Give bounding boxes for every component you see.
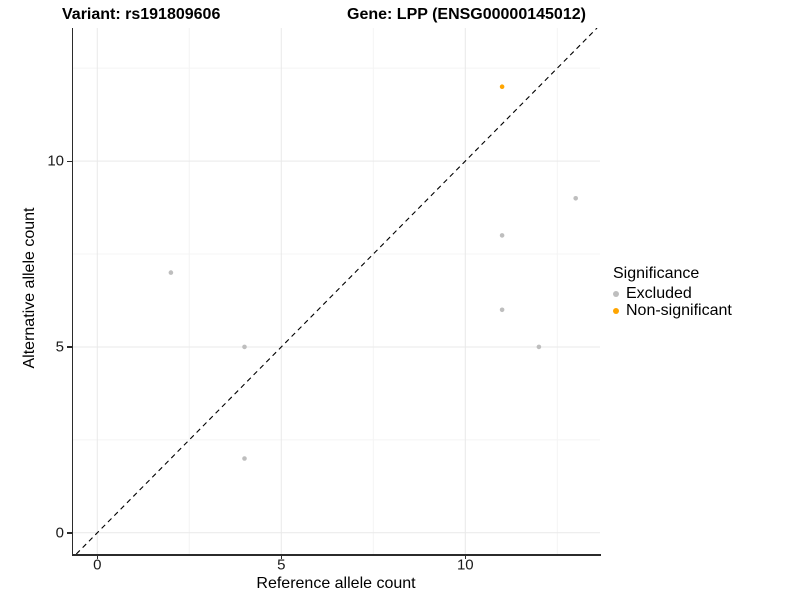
data-point-excluded [499, 307, 505, 313]
x-axis-label: Reference allele count [256, 575, 416, 592]
y-tick-mark [67, 532, 72, 534]
y-tick-label: 5 [55, 338, 64, 356]
x-tick-label: 10 [456, 556, 474, 574]
y-tick-label: 0 [55, 524, 64, 542]
plot-title-variant: Variant: rs191809606 [62, 6, 221, 23]
legend-item-label: Excluded [626, 285, 692, 302]
data-point-excluded [573, 196, 578, 201]
data-point-excluded [536, 344, 542, 350]
data-point-non-significant [499, 84, 505, 89]
data-point-excluded [242, 456, 247, 461]
y-tick-mark [67, 346, 72, 348]
y-tick-label: 10 [47, 152, 64, 170]
x-axis-line [71, 554, 601, 556]
y-axis-line [71, 28, 73, 556]
x-tick-mark [280, 554, 283, 559]
legend-title: Significance [613, 265, 700, 282]
legend-item-excluded: Excluded [613, 285, 732, 302]
legend: Significance Excluded Non-significant [613, 265, 732, 319]
plot-panel [73, 28, 600, 554]
x-tick-label: 5 [277, 556, 286, 574]
data-point-excluded [499, 233, 505, 238]
y-tick-mark [67, 160, 72, 163]
x-tick-label: 0 [93, 556, 102, 574]
identity-line [75, 28, 598, 554]
non-significant-point-swatch [613, 307, 619, 314]
legend-item-label: Non-significant [626, 302, 732, 319]
data-point-excluded [168, 270, 174, 275]
plot-title-gene: Gene: LPP (ENSG00000145012) [347, 6, 586, 23]
legend-item-non-significant: Non-significant [613, 302, 732, 319]
x-tick-mark [96, 554, 99, 559]
plot-canvas [73, 28, 600, 554]
data-point-excluded [242, 344, 247, 350]
excluded-point-swatch [613, 290, 619, 297]
x-tick-mark [464, 554, 467, 559]
